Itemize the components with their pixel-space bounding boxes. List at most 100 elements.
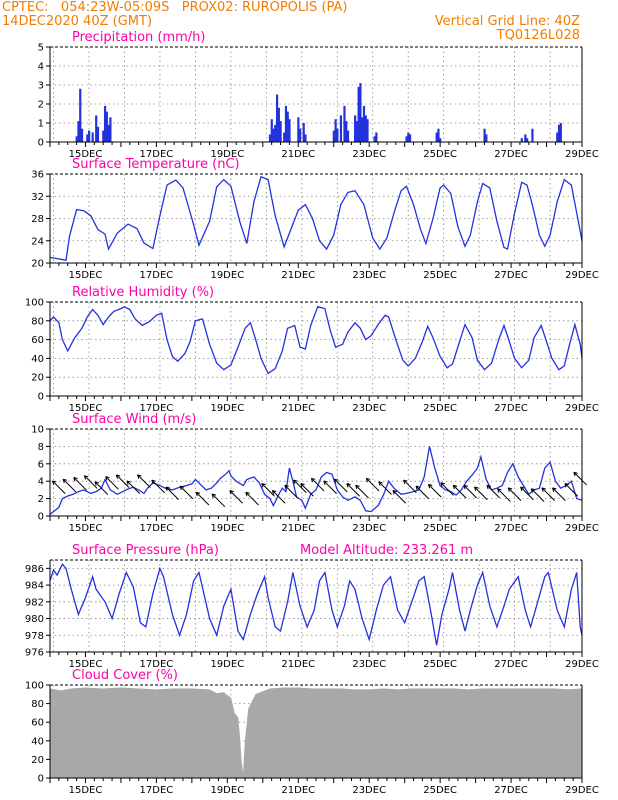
- precip-bar: [531, 128, 534, 142]
- x-tick-label: 25DEC: [423, 149, 457, 160]
- x-tick-label: 19DEC: [210, 149, 244, 160]
- precip-bar: [272, 128, 275, 142]
- wind-arrow-head: [564, 483, 569, 486]
- x-tick-label: 15DEC: [69, 149, 103, 160]
- wind-arrow: [62, 478, 77, 493]
- wind-arrow: [52, 480, 66, 495]
- header-station-line: CPTEC: 054:23W-05:09S PROX02: RUROPOLIS …: [2, 0, 348, 15]
- panel-4-title: Surface Wind (m/s): [72, 412, 196, 427]
- wind-arrow: [497, 488, 511, 502]
- y-tick-label: 986: [25, 564, 44, 575]
- wind-arrow-head: [126, 480, 129, 485]
- precip-bar: [364, 115, 367, 142]
- x-tick-label: 29DEC: [565, 403, 599, 414]
- x-tick-label: 21DEC: [281, 149, 315, 160]
- wind-arrow-head: [366, 477, 371, 480]
- precip-bar: [359, 83, 362, 142]
- x-tick-label: 23DEC: [352, 659, 386, 670]
- panel-6-title: Cloud Cover (%): [72, 668, 178, 683]
- series-line: [50, 446, 582, 515]
- wind-arrow-head: [195, 492, 198, 497]
- wind-arrow-head: [378, 481, 381, 486]
- x-tick-label: 25DEC: [423, 270, 457, 281]
- wind-arrow-head: [541, 487, 546, 490]
- x-tick-label: 27DEC: [494, 659, 528, 670]
- precip-bar: [286, 111, 289, 142]
- wind-arrow-head: [137, 474, 140, 479]
- model-altitude-label: Model Altitude: 233.261 m: [300, 543, 473, 558]
- wind-arrow-head: [428, 483, 433, 487]
- wind-arrow-head: [165, 486, 168, 491]
- y-tick-label: 100: [25, 681, 44, 692]
- precip-bar: [79, 88, 82, 142]
- y-tick-label: 8: [38, 442, 44, 453]
- wind-arrow-head: [378, 481, 383, 484]
- wind-arrow: [115, 474, 130, 488]
- precip-bar: [334, 119, 337, 142]
- wind-arrow-head: [165, 486, 170, 489]
- y-tick-label: 0: [38, 774, 44, 785]
- wind-arrow-head: [508, 487, 513, 490]
- wind-arrow-head: [323, 480, 326, 485]
- wind-arrow-head: [94, 481, 100, 484]
- x-tick-label: 17DEC: [140, 785, 174, 796]
- wind-arrow-head: [520, 486, 525, 489]
- wind-arrow: [284, 484, 298, 499]
- wind-arrow-head: [105, 476, 110, 479]
- x-tick-label: 15DEC: [69, 403, 103, 414]
- wind-arrow-head: [355, 484, 360, 487]
- x-tick-label: 23DEC: [352, 785, 386, 796]
- y-tick-label: 4: [38, 477, 44, 488]
- y-tick-label: 60: [31, 718, 44, 729]
- y-tick-label: 984: [25, 581, 44, 592]
- wind-arrow: [507, 487, 522, 501]
- precip-bar: [361, 117, 364, 142]
- y-tick-label: 20: [31, 259, 44, 270]
- wind-arrow: [520, 486, 534, 501]
- wind-arrow-head: [126, 480, 131, 483]
- x-tick-label: 21DEC: [281, 785, 315, 796]
- wind-arrow: [552, 487, 566, 501]
- y-tick-label: 2: [38, 494, 44, 505]
- panel-1-title: Precipitation (mm/h): [72, 30, 205, 45]
- y-tick-label: 36: [31, 170, 44, 181]
- x-tick-label: 25DEC: [423, 785, 457, 796]
- precip-bar: [275, 94, 279, 142]
- precip-bar: [437, 128, 440, 142]
- precip-bar: [362, 105, 366, 142]
- wind-arrow: [415, 485, 430, 500]
- wind-arrow-head: [73, 476, 78, 480]
- precip-bar: [302, 123, 305, 142]
- wind-arrow-head: [284, 484, 289, 487]
- precip-bar: [297, 117, 300, 142]
- wind-arrow-head: [115, 474, 118, 479]
- y-tick-label: 0: [38, 512, 44, 523]
- precip-bar: [95, 115, 98, 142]
- x-tick-label: 23DEC: [352, 403, 386, 414]
- precip-bar: [339, 115, 343, 142]
- wind-arrow-head: [440, 482, 445, 485]
- wind-arrow: [334, 478, 348, 493]
- precip-bar: [373, 136, 376, 142]
- wind-arrow: [293, 479, 307, 494]
- wind-arrow-head: [83, 475, 87, 480]
- series-line: [50, 175, 582, 261]
- y-tick-label: 0: [38, 392, 44, 403]
- wind-arrow-head: [474, 486, 477, 491]
- wind-arrow: [486, 484, 501, 499]
- wind-arrow: [355, 484, 369, 499]
- precip-bar: [407, 132, 410, 142]
- y-tick-label: 28: [31, 214, 44, 225]
- precip-bar: [268, 134, 272, 142]
- wind-arrow-head: [245, 491, 250, 494]
- precip-bar: [105, 111, 108, 142]
- wind-arrow: [211, 493, 226, 508]
- wind-arrow-head: [552, 487, 555, 492]
- x-tick-label: 23DEC: [352, 149, 386, 160]
- wind-arrow: [105, 476, 119, 490]
- precip-bar: [405, 136, 408, 142]
- wind-arrow-head: [365, 478, 368, 483]
- wind-arrow-head: [531, 488, 536, 491]
- precip-bar: [75, 136, 78, 142]
- y-tick-label: 976: [25, 648, 44, 659]
